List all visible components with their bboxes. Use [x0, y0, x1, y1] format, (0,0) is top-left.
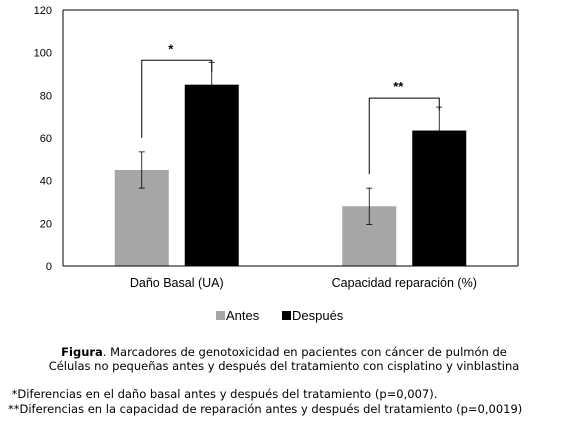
- footnote-2: **Diferencias en la capacidad de reparac…: [8, 402, 523, 416]
- legend-swatch-después: [282, 311, 291, 320]
- significance-bracket: [141, 59, 213, 138]
- legend: Antes Después: [216, 308, 344, 323]
- bar-después: [184, 84, 239, 267]
- x-axis: Daño Basal (UA) Capacidad reparación (%): [63, 265, 518, 290]
- figure-caption: Figura. Marcadores de genotoxicidad en p…: [0, 345, 568, 373]
- legend-label-después: Después: [292, 308, 344, 323]
- caption-label: Figura: [61, 345, 103, 359]
- caption-line-2: Células no pequeñas antes y después del …: [48, 359, 520, 373]
- y-axis: 0 20 40 60 80 100 120: [34, 5, 519, 273]
- y-tick-label: 60: [40, 133, 52, 145]
- y-tick-label: 0: [46, 261, 52, 273]
- y-tick-label: 120: [34, 5, 52, 17]
- significance-label: *: [168, 41, 174, 56]
- legend-label-antes: Antes: [226, 308, 260, 323]
- significance-label: **: [393, 79, 404, 94]
- bars: ***: [114, 41, 467, 267]
- x-tick-label: Daño Basal (UA): [130, 276, 224, 290]
- y-tick-label: 100: [34, 48, 52, 60]
- y-tick-label: 80: [40, 90, 52, 102]
- significance-bracket: [368, 97, 440, 175]
- legend-swatch-antes: [216, 311, 225, 320]
- y-tick-label: 40: [40, 176, 52, 188]
- footnote-1: *Diferencias en el daño basal antes y de…: [8, 387, 438, 401]
- y-tick-label: 20: [40, 218, 52, 230]
- caption-text: . Marcadores de genotoxicidad en pacient…: [102, 345, 507, 359]
- x-tick-label: Capacidad reparación (%): [332, 276, 477, 290]
